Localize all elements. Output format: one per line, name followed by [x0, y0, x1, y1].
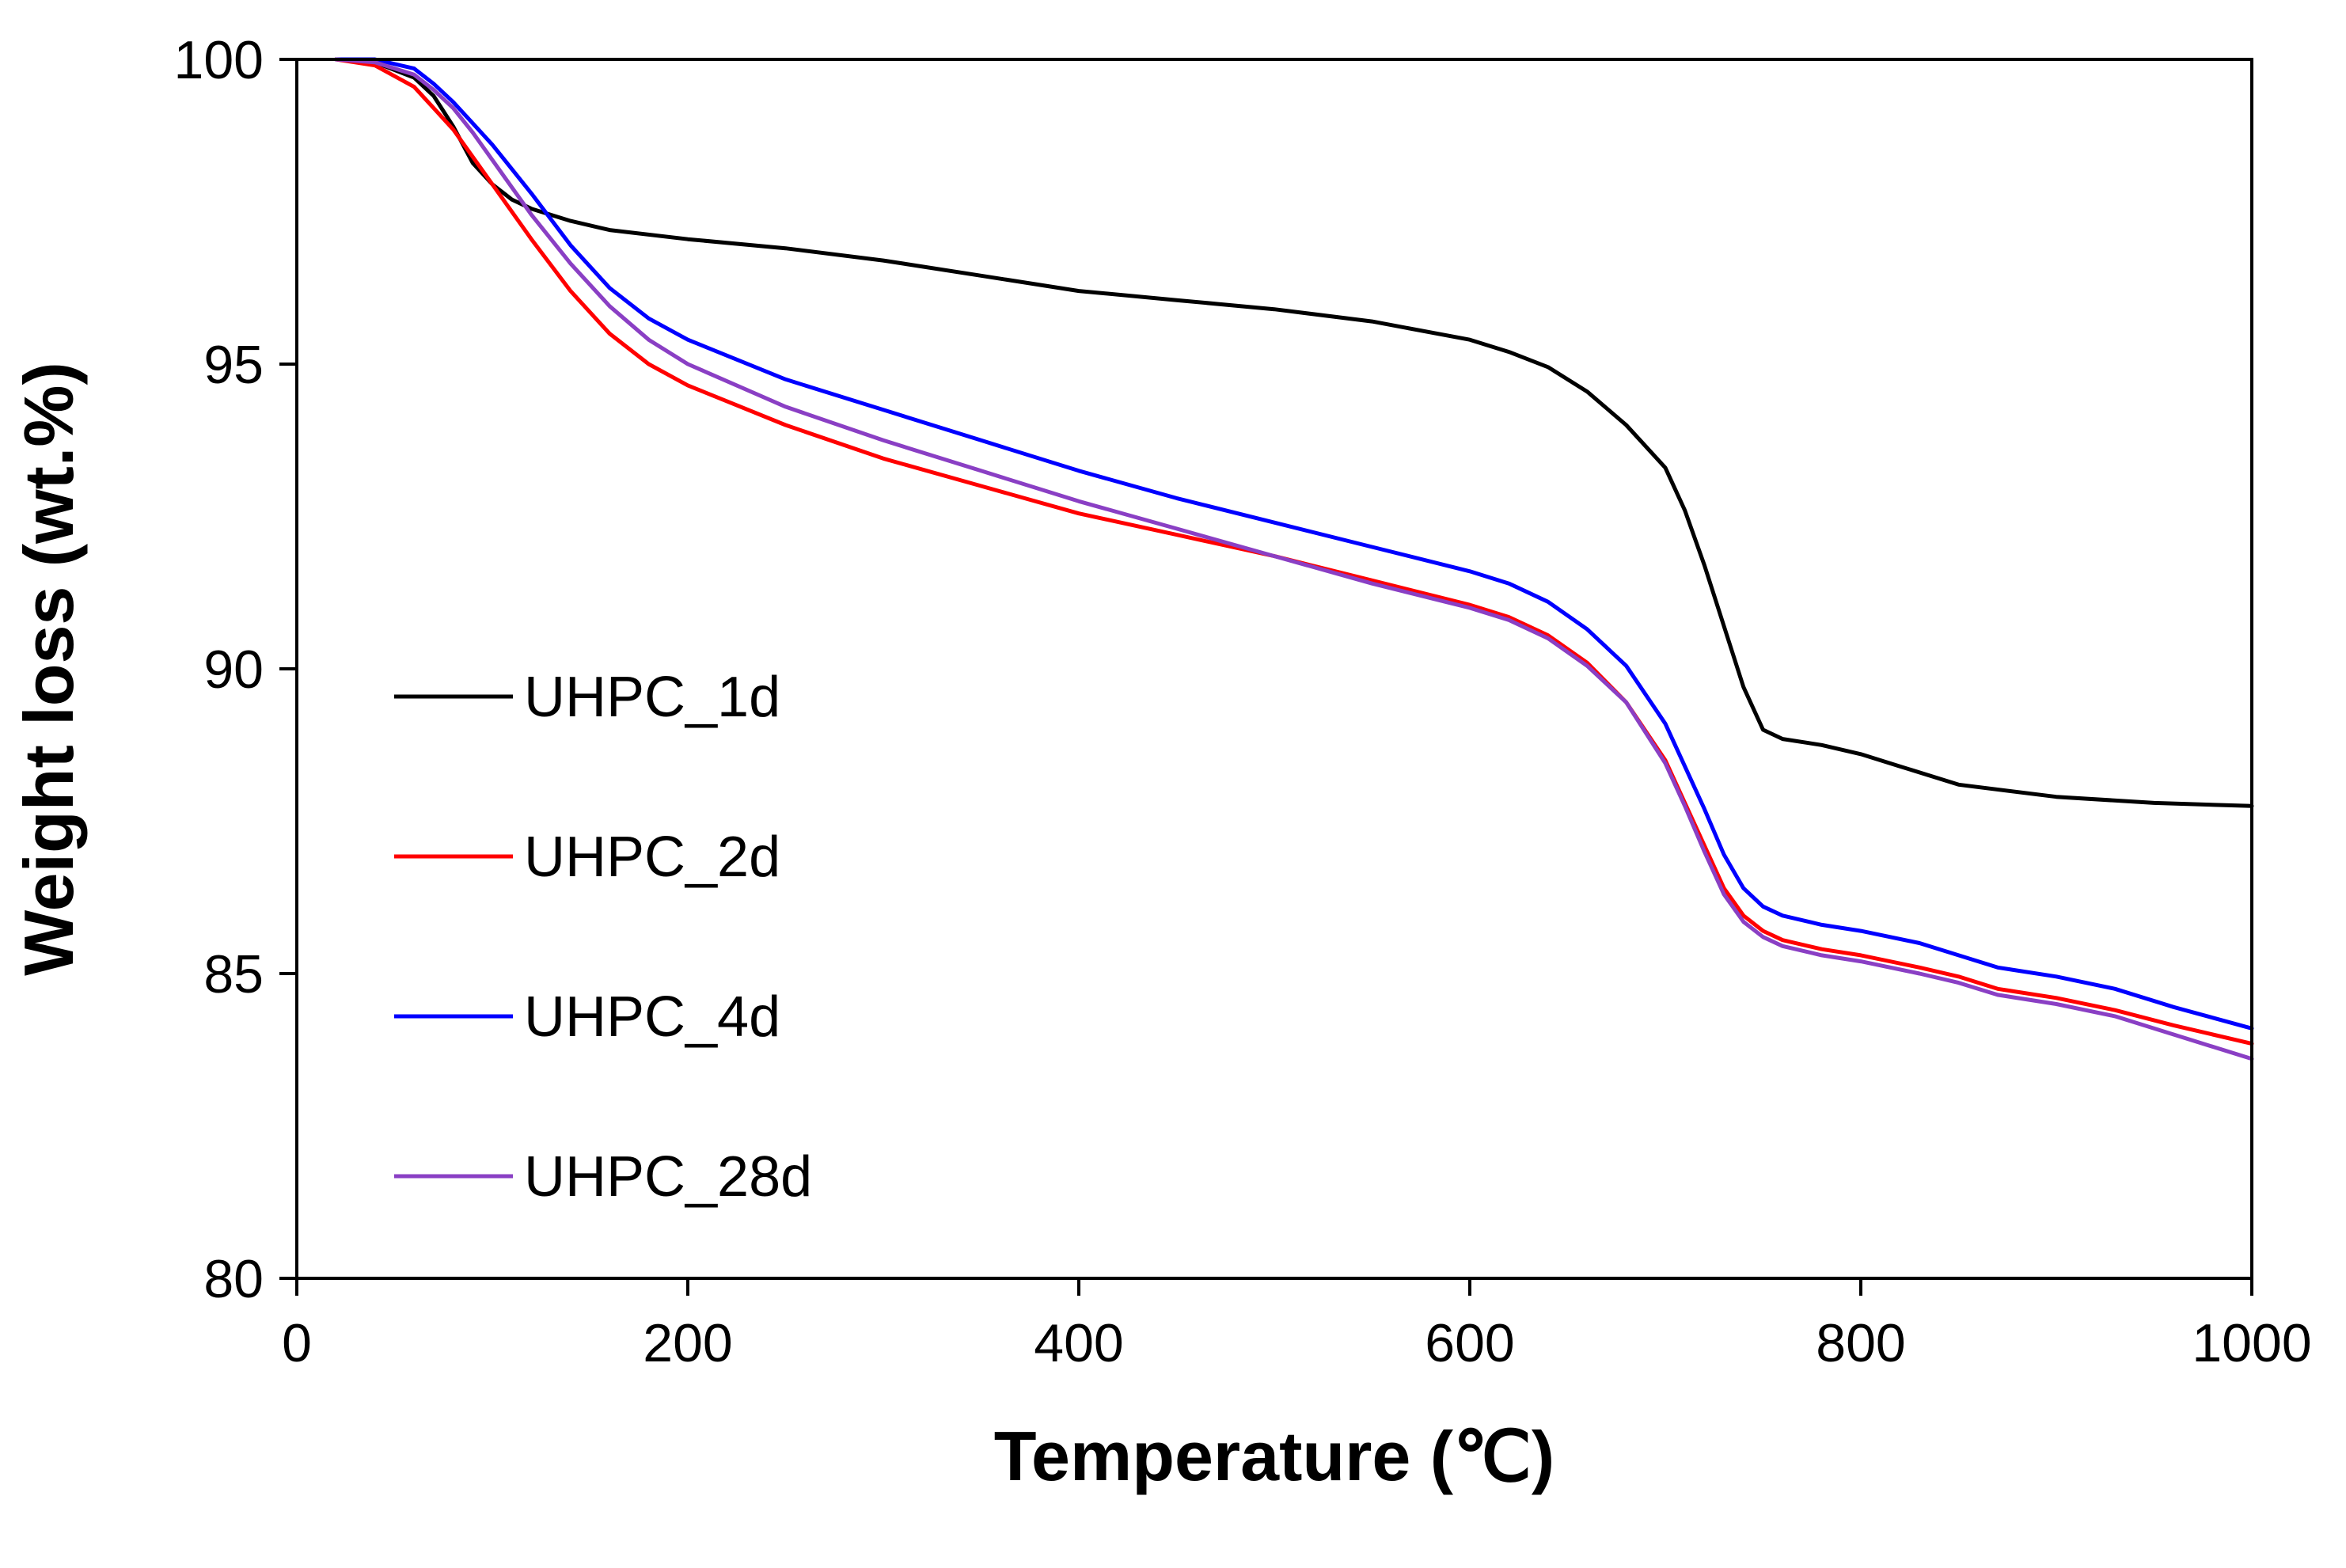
legend: UHPC_1d UHPC_2d UHPC_4d UHPC_28d [394, 666, 812, 1209]
y-axis-title: Weight loss (wt.%) [9, 362, 88, 976]
x-axis-title: Temperature (℃) [994, 1417, 1555, 1495]
x-tick-label: 1000 [2192, 1313, 2311, 1373]
y-tick-label: 90 [203, 640, 264, 700]
legend-label-uhpc-28d: UHPC_28d [524, 1145, 812, 1209]
legend-label-uhpc-1d: UHPC_1d [524, 666, 780, 729]
x-tick-label: 200 [643, 1313, 732, 1373]
x-tick-label: 600 [1425, 1313, 1514, 1373]
y-tick-label: 100 [174, 30, 264, 90]
y-tick-label: 85 [203, 944, 264, 1004]
tick-layer: 0 200 400 600 800 1000 80 85 90 95 100 [174, 30, 2312, 1373]
x-tick-label: 0 [282, 1313, 312, 1373]
y-tick-label: 80 [203, 1249, 264, 1309]
series-line-uhpc-28d [333, 57, 2254, 1061]
series-line-uhpc-2d [333, 57, 2254, 1046]
x-tick-label: 400 [1034, 1313, 1123, 1373]
y-tick-label: 95 [203, 335, 264, 395]
series-layer [333, 57, 2254, 1061]
series-line-uhpc-4d [333, 57, 2254, 1031]
legend-label-uhpc-2d: UHPC_2d [524, 826, 780, 889]
legend-label-uhpc-4d: UHPC_4d [524, 985, 780, 1049]
x-tick-label: 800 [1816, 1313, 1905, 1373]
